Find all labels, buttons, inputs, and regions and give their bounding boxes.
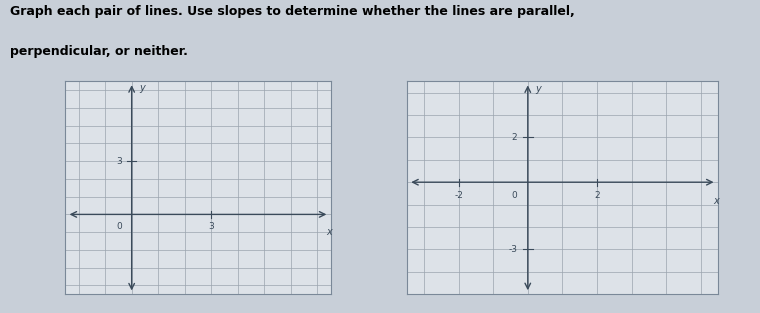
Text: y: y [536, 84, 541, 94]
Text: x: x [326, 227, 332, 237]
Text: 3: 3 [116, 157, 122, 166]
Text: Graph each pair of lines. Use slopes to determine whether the lines are parallel: Graph each pair of lines. Use slopes to … [10, 5, 575, 18]
Text: 0: 0 [116, 222, 122, 231]
Text: -2: -2 [454, 191, 463, 200]
Text: 2: 2 [511, 133, 518, 142]
Text: y: y [139, 83, 144, 93]
Text: x: x [714, 196, 720, 206]
Text: 3: 3 [208, 222, 214, 231]
Text: 2: 2 [594, 191, 600, 200]
Text: -3: -3 [508, 245, 518, 254]
Text: perpendicular, or neither.: perpendicular, or neither. [10, 45, 188, 59]
Text: 0: 0 [511, 191, 518, 200]
